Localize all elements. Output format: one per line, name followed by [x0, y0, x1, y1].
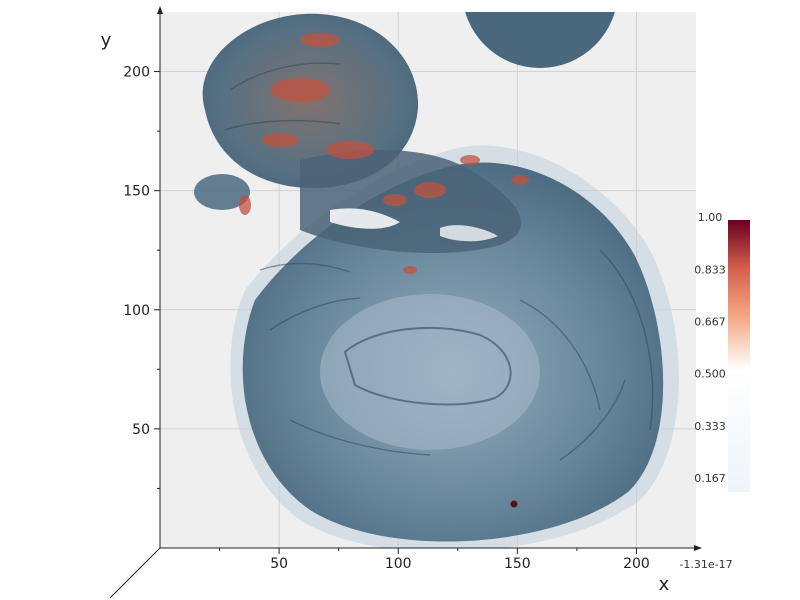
x-tick-label: 200: [623, 556, 650, 572]
volume-rendering: [194, 12, 679, 548]
y-tick-label: 100: [123, 303, 150, 319]
colorbar-tick-label: 0.167: [694, 472, 726, 485]
y-ticks: 50 100 150 200: [123, 65, 160, 489]
y-tick-label: 150: [123, 184, 150, 200]
y-tick-label: 200: [123, 65, 150, 81]
z-axis-offset-label: -1.31e-17: [679, 558, 732, 571]
y-axis-title: y: [101, 30, 112, 51]
colorbar-tick-label: 1.00: [698, 211, 723, 224]
colorbar-tick-label: 0.667: [694, 315, 726, 328]
colorbar-labels: 1.00 0.833 0.667 0.500 0.333 0.167: [694, 211, 726, 485]
x-ticks: 50 100 150 200: [219, 548, 650, 572]
x-tick-label: 100: [385, 556, 412, 572]
colorbar-tick-label: 0.333: [694, 420, 726, 433]
colorbar-tick-label: 0.833: [694, 263, 726, 276]
y-tick-label: 50: [132, 422, 150, 438]
x-tick-label: 150: [504, 556, 531, 572]
x-axis-title: x: [659, 574, 670, 595]
colorbar: [728, 220, 750, 492]
colorbar-tick-label: 0.500: [694, 368, 726, 381]
x-tick-label: 50: [270, 556, 288, 572]
axes: [109, 6, 702, 599]
